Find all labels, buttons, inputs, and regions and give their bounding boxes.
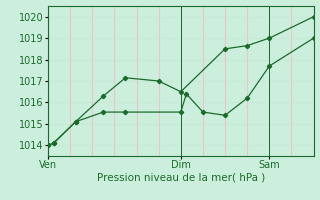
X-axis label: Pression niveau de la mer( hPa ): Pression niveau de la mer( hPa ) (97, 173, 265, 183)
